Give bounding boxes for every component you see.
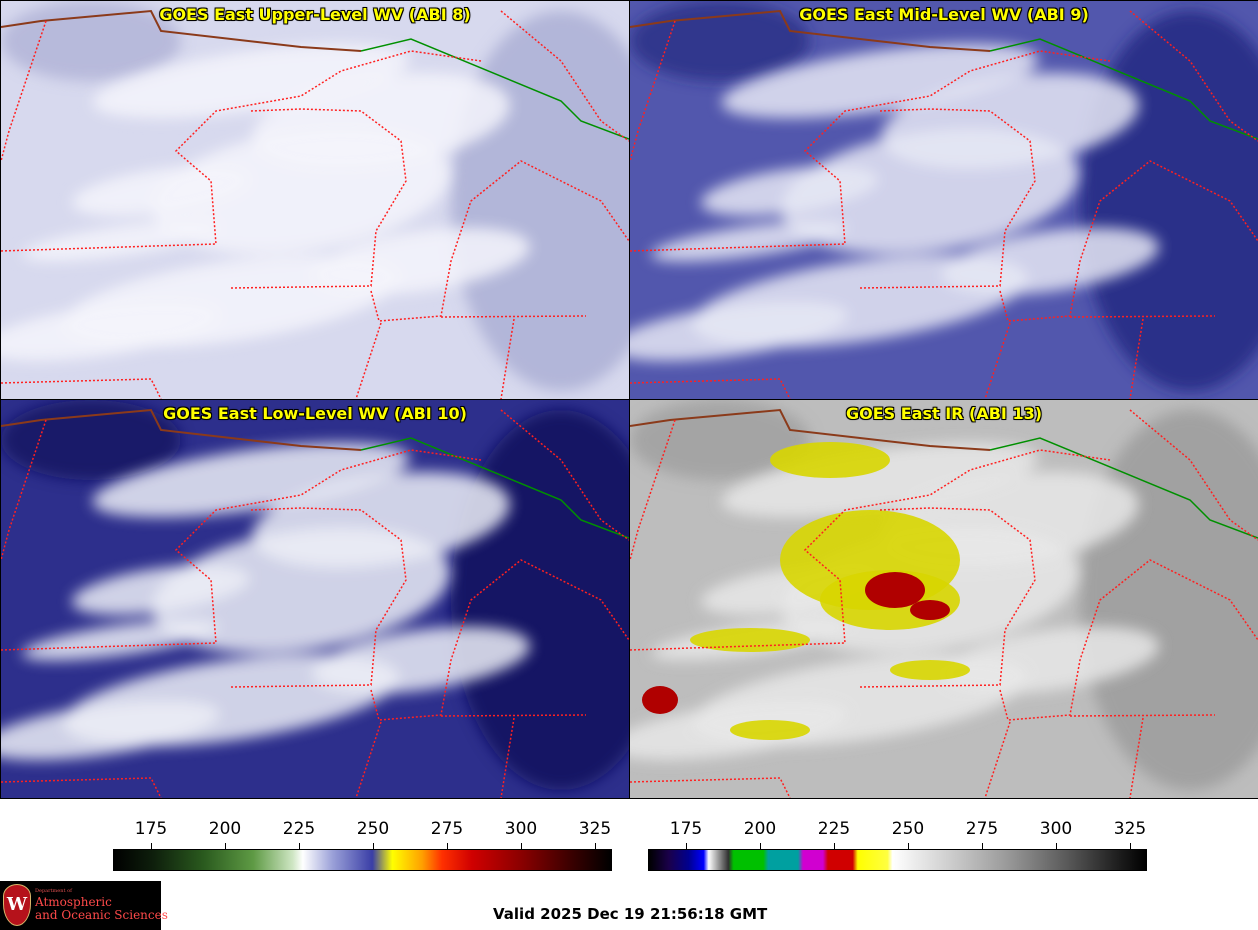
- colorbar-tick-label: 200: [743, 819, 777, 839]
- colorbar-tick-mark: [834, 843, 835, 849]
- ir-image: [630, 400, 1258, 798]
- panel-title: GOES East IR (ABI 13): [845, 404, 1043, 423]
- wv-colorbar-gradient: [113, 849, 612, 871]
- colorbar-tick-mark: [982, 843, 983, 849]
- cloud-band: [1, 43, 531, 361]
- colorbar-tick-label: 225: [817, 819, 851, 839]
- colorbar-tick-mark: [373, 843, 374, 849]
- colorbar-tick-label: 175: [669, 819, 703, 839]
- colorbar-tick-label: 250: [891, 819, 925, 839]
- colorbar-tick-label: 300: [504, 819, 538, 839]
- colorbar-tick-label: 275: [430, 819, 464, 839]
- ir-panel: GOES East IR (ABI 13): [629, 399, 1258, 799]
- uw-seal-icon: W: [3, 884, 31, 926]
- colorbar-tick-label: 300: [1039, 819, 1073, 839]
- colorbar-tick-label: 225: [282, 819, 316, 839]
- panel-title: GOES East Upper-Level WV (ABI 8): [159, 5, 471, 24]
- upper-level-wv-image: [1, 1, 629, 399]
- colorbar-tick-mark: [299, 843, 300, 849]
- colorbar-tick-mark: [447, 843, 448, 849]
- colorbar-tick-mark: [595, 843, 596, 849]
- colorbar-tick-mark: [1130, 843, 1131, 849]
- cloud-band: [630, 43, 1160, 361]
- low-level-wv-image: [1, 400, 629, 798]
- colorbar-tick-mark: [225, 843, 226, 849]
- valid-time: Valid 2025 Dec 19 21:56:18 GMT: [493, 905, 768, 923]
- mid-level-wv-panel: GOES East Mid-Level WV (ABI 9): [629, 0, 1258, 400]
- mid-level-wv-image: [630, 1, 1258, 399]
- upper-level-wv-panel: GOES East Upper-Level WV (ABI 8): [0, 0, 630, 400]
- colorbar-tick-mark: [1056, 843, 1057, 849]
- logo-line1: Atmospheric: [35, 895, 112, 909]
- low-level-wv-panel: GOES East Low-Level WV (ABI 10): [0, 399, 630, 799]
- panel-title: GOES East Low-Level WV (ABI 10): [163, 404, 467, 423]
- cloud-band: [1, 442, 531, 760]
- aos-logo: W Department of Atmospheric and Oceanic …: [0, 881, 168, 930]
- colorbar-tick-label: 325: [1113, 819, 1147, 839]
- colorbar-tick-mark: [521, 843, 522, 849]
- colorbar-tick-mark: [686, 843, 687, 849]
- panel-title: GOES East Mid-Level WV (ABI 9): [799, 5, 1089, 24]
- colorbar-tick-label: 325: [578, 819, 612, 839]
- colorbar-tick-mark: [760, 843, 761, 849]
- logo-dept-text: Department of: [35, 888, 72, 894]
- colorbar-tick-label: 200: [208, 819, 242, 839]
- colorbar-tick-label: 275: [965, 819, 999, 839]
- logo-line2: and Oceanic Sciences: [35, 908, 168, 922]
- colorbar-tick-label: 175: [134, 819, 168, 839]
- colorbar-tick-label: 250: [356, 819, 390, 839]
- ir-colorbar-gradient: [648, 849, 1147, 871]
- colorbar-tick-mark: [908, 843, 909, 849]
- colorbar-tick-mark: [151, 843, 152, 849]
